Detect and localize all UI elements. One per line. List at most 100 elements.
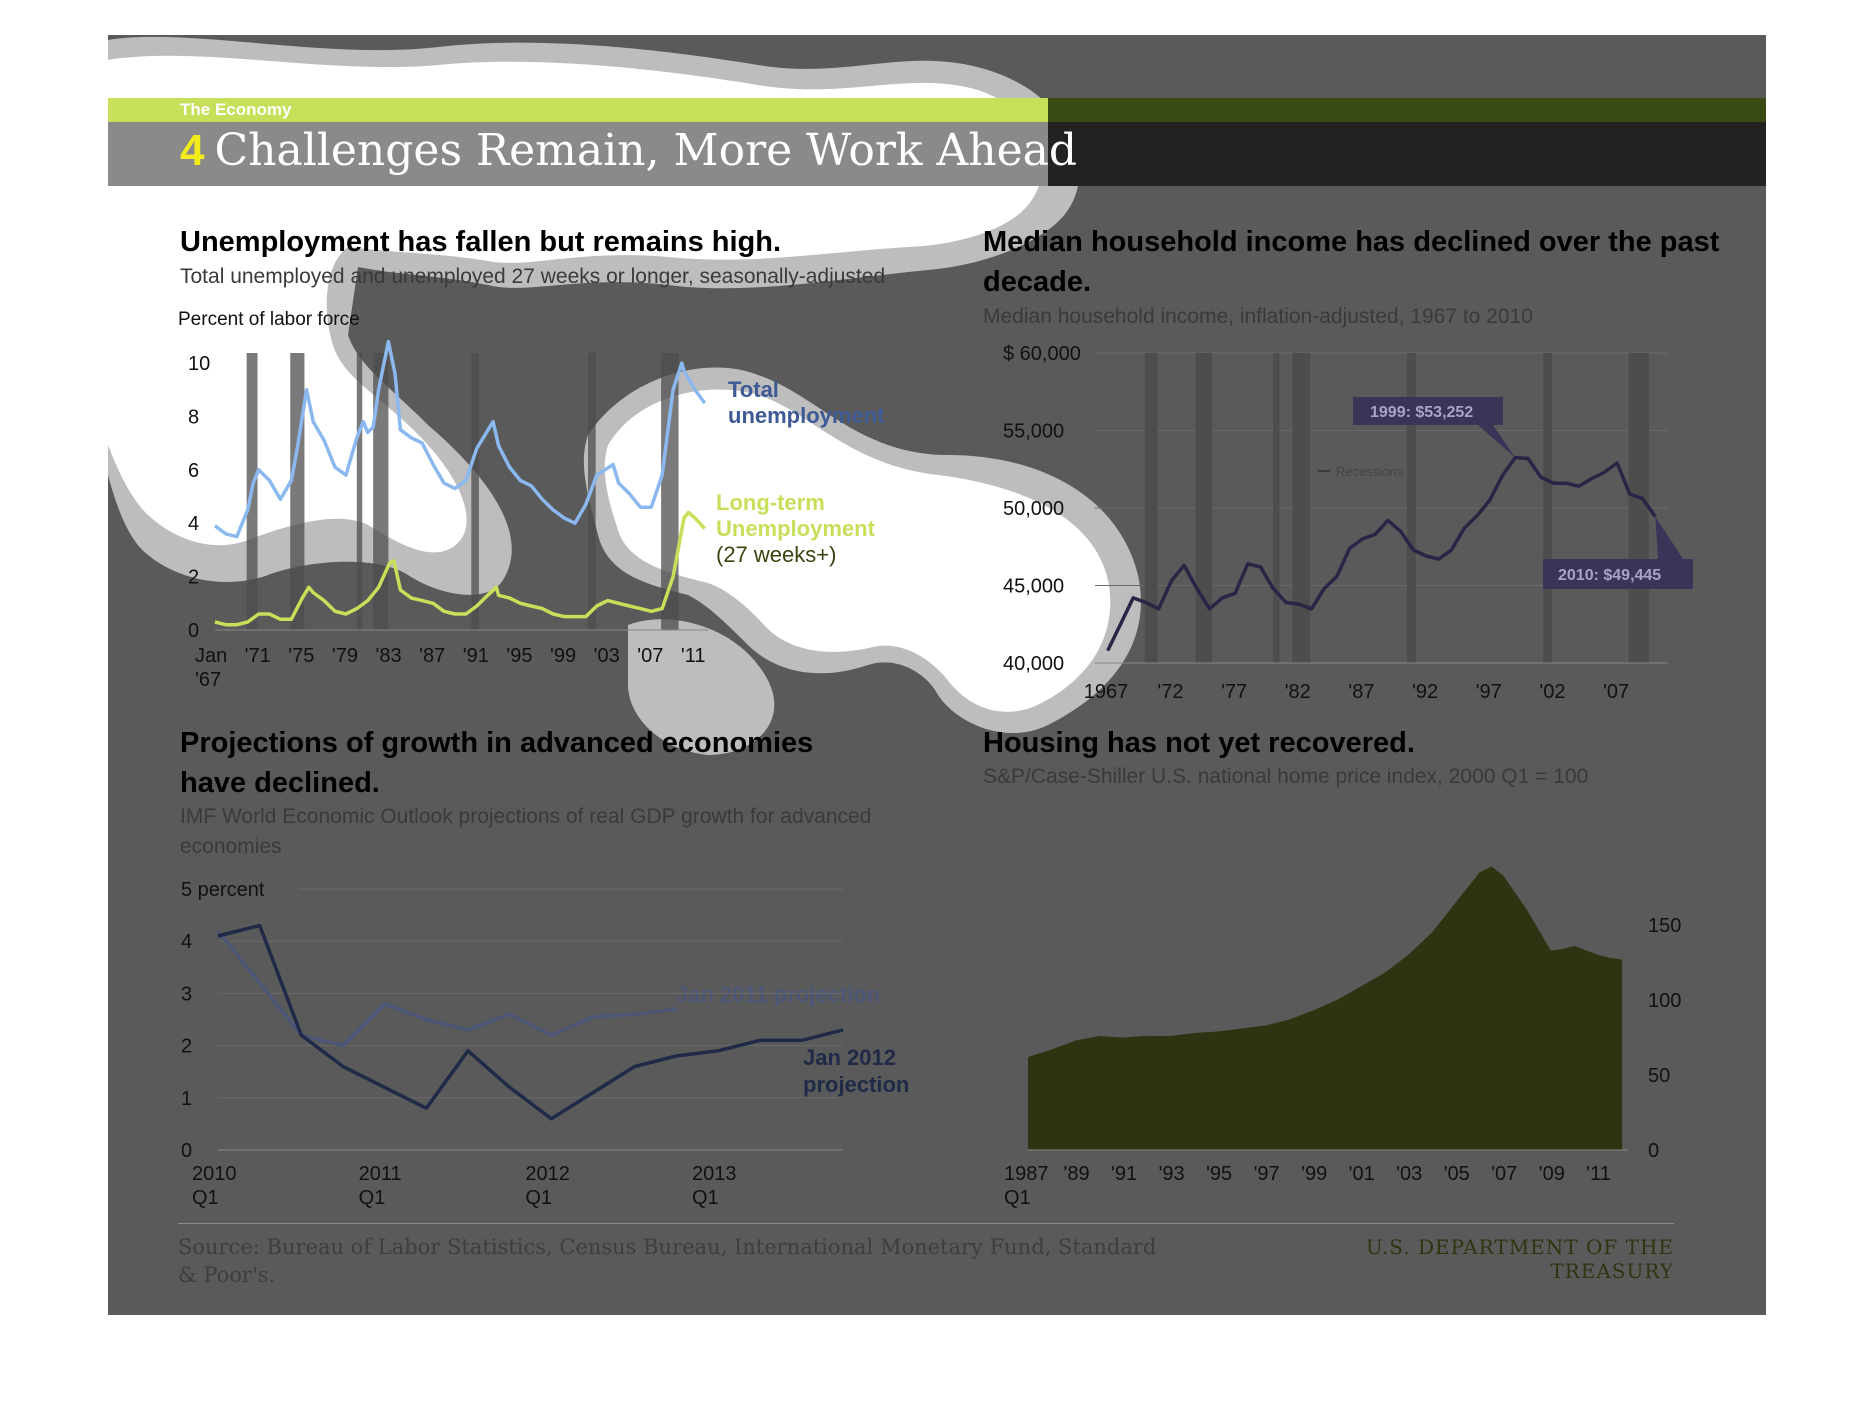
income-x-tick-5: '92	[1412, 681, 1438, 703]
income-y-tick-3: 55,000	[1003, 421, 1064, 443]
page-title-text: Challenges Remain, More Work Ahead	[214, 125, 1078, 176]
income-x-tick-8: '07	[1603, 681, 1629, 703]
housing-x-tick-0: 1987 Q1	[1004, 1163, 1049, 1209]
gdp-y-tick-5: 5 percent	[181, 879, 265, 901]
unemp-y-tick-4: 4	[188, 513, 199, 535]
housing-x-tick-5: '97	[1254, 1163, 1280, 1185]
income-annotation-1999-box	[1353, 397, 1503, 425]
legend-jan-2011: Jan 2011 projection	[676, 982, 880, 1007]
page-title-number: 4	[180, 126, 205, 175]
slide: The Economy 4 Challenges Remain, More Wor…	[108, 35, 1766, 1315]
housing-y-tick-150: 150	[1648, 915, 1681, 937]
unemp-series-line-1	[214, 510, 706, 627]
income-x-tick-0: 1967	[1084, 681, 1129, 703]
unemp-x-tick-1: '71	[245, 645, 271, 667]
footer-rule	[178, 1223, 1674, 1224]
unemp-x-tick-9: '03	[594, 645, 620, 667]
housing-x-tick-2: '91	[1111, 1163, 1137, 1185]
income-x-tick-3: '82	[1285, 681, 1311, 703]
income-x-tick-7: '02	[1539, 681, 1565, 703]
unemp-y-tick-0: 0	[188, 620, 199, 642]
income-x-tick-4: '87	[1348, 681, 1374, 703]
section-bar-highlight	[108, 98, 1048, 122]
unemp-x-tick-11: '11	[681, 645, 706, 667]
income-annotation-2010-pointer	[1655, 516, 1683, 559]
unemp-y-tick-2: 2	[188, 567, 199, 589]
unemp-y-tick-6: 6	[188, 460, 199, 482]
title-bar-highlight	[108, 122, 1048, 186]
highlight-overlay	[108, 36, 1141, 756]
housing-title: Housing has not yet recovered.	[983, 727, 1415, 759]
income-x-tick-6: '97	[1476, 681, 1502, 703]
housing-area	[1028, 866, 1623, 1150]
income-x-tick-1: '72	[1157, 681, 1183, 703]
housing-x-tick-8: '03	[1396, 1163, 1422, 1185]
income-chart: Recessions 40,000 45,000 50,000 55,000 $ 60,0…	[1003, 343, 1693, 703]
gdp-y-tick-1: 1	[181, 1088, 192, 1110]
gdp-x-tick-2: 2012 Q1	[525, 1163, 570, 1209]
housing-chart: 0 50 100 150 1987 Q1 '89 '91 '93 '95 '97 '99 '01 '03 '…	[1004, 866, 1681, 1209]
income-recession-bar-5	[1543, 353, 1553, 663]
source-note: Source: Bureau of Labor Statistics, Cens…	[178, 1235, 1157, 1287]
section-label: The Economy	[180, 100, 292, 119]
unemp-recession-bar-2	[356, 353, 363, 630]
housing-y-tick-100: 100	[1648, 990, 1681, 1012]
income-recession-bar-0	[1144, 353, 1158, 663]
unemp-x-tick-4: '83	[376, 645, 402, 667]
page-title: 4 Challenges Remain, More Work Ahead	[180, 125, 1077, 176]
unemployment-subtitle: Total unemployed and unemployed 27 weeks…	[180, 265, 886, 288]
income-x-tick-2: '77	[1221, 681, 1247, 703]
income-legend-text: Recessions	[1336, 464, 1404, 479]
income-recession-bar-3	[1292, 353, 1311, 663]
gdp-x-tick-1: 2011 Q1	[359, 1163, 402, 1209]
unemp-x-tick-10: '07	[637, 645, 663, 667]
income-annotation-1999-text: 1999: $53,252	[1370, 404, 1473, 421]
legend-total-unemployment: Total unemployment	[728, 377, 885, 428]
gdp-series-line-0	[216, 929, 677, 1048]
unemp-y-tick-10: 10	[188, 353, 210, 375]
unemp-x-tick-2: '75	[288, 645, 314, 667]
income-y-tick-2: 50,000	[1003, 498, 1064, 520]
legend-jan-2012: Jan 2012 projection	[803, 1045, 909, 1097]
income-y-tick-1: 45,000	[1003, 576, 1064, 598]
income-y-tick-4: $ 60,000	[1003, 343, 1081, 365]
unemp-series-line-0	[213, 339, 707, 539]
unemp-x-tick-0: Jan '67	[195, 645, 227, 691]
income-annotation-2010-box	[1543, 559, 1693, 589]
agency-name: U.S. DEPARTMENT OF THE TREASURY	[1365, 1235, 1674, 1283]
housing-x-tick-11: '09	[1539, 1163, 1565, 1185]
highlight-inner	[108, 55, 1111, 712]
housing-x-tick-4: '95	[1206, 1163, 1232, 1185]
unemp-y-tick-8: 8	[188, 406, 199, 428]
housing-y-tick-0: 0	[1648, 1140, 1659, 1162]
unemp-recession-bar-4	[471, 353, 479, 630]
income-y-tick-0: 40,000	[1003, 653, 1064, 675]
housing-y-tick-50: 50	[1648, 1065, 1670, 1087]
housing-x-tick-3: '93	[1159, 1163, 1185, 1185]
income-recession-bar-4	[1406, 353, 1416, 663]
unemployment-ylabel: Percent of labor force	[178, 309, 360, 330]
gdp-y-tick-4: 4	[181, 931, 192, 953]
gdp-title: Projections of growth in advanced econom…	[180, 727, 814, 799]
gdp-chart: Jan 2011 projection Jan 2012 projection 0…	[181, 879, 909, 1209]
unemployment-title: Unemployment has fallen but remains high…	[180, 226, 782, 258]
housing-x-tick-6: '99	[1301, 1163, 1327, 1185]
income-series-line-0	[1106, 455, 1657, 652]
unemp-x-tick-6: '91	[463, 645, 489, 667]
income-recession-bar-1	[1195, 353, 1213, 663]
housing-x-tick-9: '05	[1444, 1163, 1470, 1185]
gdp-x-tick-3: 2013 Q1	[692, 1163, 737, 1209]
income-title: Median household income has declined ove…	[983, 226, 1720, 298]
gdp-series-line-1	[217, 923, 844, 1121]
housing-x-tick-12: '11	[1586, 1163, 1611, 1185]
legend-long-term-unemployment: Long-term Unemployment (27 weeks+)	[716, 490, 876, 567]
housing-subtitle: S&P/Case-Shiller U.S. national home pric…	[983, 765, 1589, 788]
unemp-recession-bar-6	[661, 353, 679, 630]
income-annotation-1999-pointer	[1478, 425, 1516, 458]
unemp-recession-bar-3	[373, 353, 389, 630]
gdp-x-tick-0: 2010 Q1	[192, 1163, 237, 1209]
income-recession-bar-2	[1273, 353, 1280, 663]
gdp-y-tick-0: 0	[181, 1140, 192, 1162]
housing-x-tick-7: '01	[1349, 1163, 1375, 1185]
gdp-subtitle: IMF World Economic Outlook projections o…	[180, 805, 872, 858]
